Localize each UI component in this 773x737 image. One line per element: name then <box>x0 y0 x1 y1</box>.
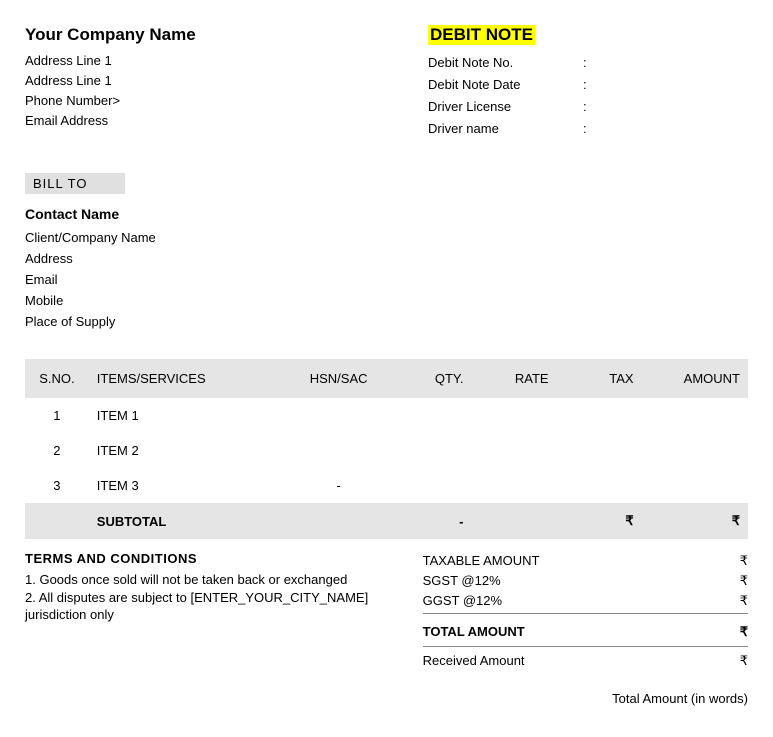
subtotal-row: SUBTOTAL - ₹ ₹ <box>25 503 748 539</box>
col-hsn: HSN/SAC <box>291 359 387 398</box>
col-qty: QTY. <box>386 359 471 398</box>
cell-item: ITEM 3 <box>89 468 291 503</box>
colon: : <box>583 77 593 92</box>
terms-section: TERMS AND CONDITIONS 1. Goods once sold … <box>25 551 423 671</box>
debit-note-title: DEBIT NOTE <box>428 25 535 45</box>
col-sno: S.NO. <box>25 359 89 398</box>
bill-to-header: BILL TO <box>25 173 125 194</box>
cell-hsn <box>291 433 387 468</box>
cell-tax <box>557 468 642 503</box>
subtotal-tax: ₹ <box>557 503 642 539</box>
cell-qty <box>386 398 471 433</box>
sgst-value: ₹ <box>740 573 748 589</box>
company-address2: Address Line 1 <box>25 73 428 88</box>
col-tax: TAX <box>557 359 642 398</box>
cell-amount <box>642 398 748 433</box>
taxable-label: TAXABLE AMOUNT <box>423 553 540 569</box>
received-label: Received Amount <box>423 653 525 669</box>
cell-rate <box>472 433 557 468</box>
bill-email: Email <box>25 272 748 287</box>
colon: : <box>583 99 593 114</box>
col-amount: AMOUNT <box>642 359 748 398</box>
terms-line2: 2. All disputes are subject to [ENTER_YO… <box>25 589 403 624</box>
bill-address: Address <box>25 251 748 266</box>
totals-section: TAXABLE AMOUNT ₹ SGST @12% ₹ GGST @12% ₹… <box>423 551 748 671</box>
cell-qty <box>386 468 471 503</box>
cell-amount <box>642 433 748 468</box>
cell-hsn <box>291 398 387 433</box>
amount-in-words: Total Amount (in words) <box>25 691 748 706</box>
subtotal-label: SUBTOTAL <box>89 503 291 539</box>
terms-title: TERMS AND CONDITIONS <box>25 551 403 566</box>
colon: : <box>583 121 593 136</box>
cell-qty <box>386 433 471 468</box>
terms-line1: 1. Goods once sold will not be taken bac… <box>25 571 403 589</box>
cell-tax <box>557 433 642 468</box>
received-value: ₹ <box>740 653 748 669</box>
cell-rate <box>472 398 557 433</box>
total-value: ₹ <box>740 624 748 640</box>
col-items: ITEMS/SERVICES <box>89 359 291 398</box>
taxable-value: ₹ <box>740 553 748 569</box>
debit-note-info: DEBIT NOTE Debit Note No. : Debit Note D… <box>428 25 748 143</box>
subtotal-qty: - <box>386 503 471 539</box>
colon: : <box>583 55 593 70</box>
sgst-label: SGST @12% <box>423 573 501 589</box>
note-no-label: Debit Note No. <box>428 55 583 70</box>
ggst-label: GGST @12% <box>423 593 502 609</box>
cell-sno: 1 <box>25 398 89 433</box>
items-table: S.NO. ITEMS/SERVICES HSN/SAC QTY. RATE T… <box>25 359 748 539</box>
cell-item: ITEM 2 <box>89 433 291 468</box>
bill-mobile: Mobile <box>25 293 748 308</box>
company-address1: Address Line 1 <box>25 53 428 68</box>
total-label: TOTAL AMOUNT <box>423 624 525 640</box>
cell-tax <box>557 398 642 433</box>
cell-hsn: - <box>291 468 387 503</box>
cell-sno: 3 <box>25 468 89 503</box>
cell-sno: 2 <box>25 433 89 468</box>
col-rate: RATE <box>472 359 557 398</box>
cell-item: ITEM 1 <box>89 398 291 433</box>
table-row: 1ITEM 1 <box>25 398 748 433</box>
contact-name: Contact Name <box>25 206 748 222</box>
place-of-supply: Place of Supply <box>25 314 748 329</box>
driver-label: Driver name <box>428 121 583 136</box>
table-row: 2ITEM 2 <box>25 433 748 468</box>
company-name: Your Company Name <box>25 25 428 45</box>
client-name: Client/Company Name <box>25 230 748 245</box>
company-info: Your Company Name Address Line 1 Address… <box>25 25 428 143</box>
ggst-value: ₹ <box>740 593 748 609</box>
company-phone: Phone Number> <box>25 93 428 108</box>
bill-to-section: BILL TO Contact Name Client/Company Name… <box>25 173 748 329</box>
subtotal-amount: ₹ <box>642 503 748 539</box>
table-row: 3ITEM 3- <box>25 468 748 503</box>
license-label: Driver License <box>428 99 583 114</box>
cell-rate <box>472 468 557 503</box>
note-date-label: Debit Note Date <box>428 77 583 92</box>
cell-amount <box>642 468 748 503</box>
company-email: Email Address <box>25 113 428 128</box>
